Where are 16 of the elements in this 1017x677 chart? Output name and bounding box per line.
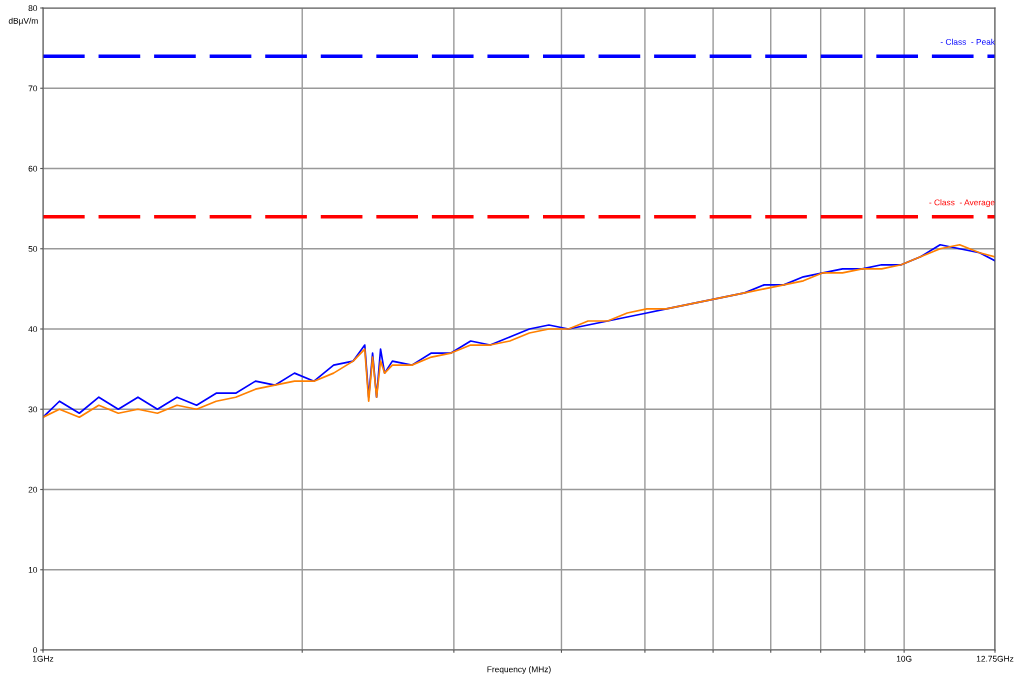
y-tick-label: 30	[28, 406, 38, 413]
x-tick-label: 10G	[896, 655, 912, 662]
y-tick-label: 80	[28, 5, 38, 12]
x-tick-label: 12.75GHz	[976, 655, 1014, 662]
y-tick-label: 40	[28, 326, 38, 333]
y-tick-label: 70	[28, 85, 38, 92]
y-tick-label: 10	[28, 566, 38, 573]
y-tick-label: 20	[28, 486, 38, 493]
y-tick-label: 60	[28, 165, 38, 172]
x-axis-title: Frequency (MHz)	[487, 666, 551, 674]
y-tick-label: 50	[28, 245, 38, 252]
ref-line-label: - Class - Peak	[940, 38, 996, 45]
x-tick-label: 1GHz	[32, 655, 54, 662]
y-axis-title: dBµV/m	[8, 17, 38, 26]
y-tick-label: 0	[33, 647, 38, 654]
ref-line-label: - Class - Average	[929, 199, 995, 208]
